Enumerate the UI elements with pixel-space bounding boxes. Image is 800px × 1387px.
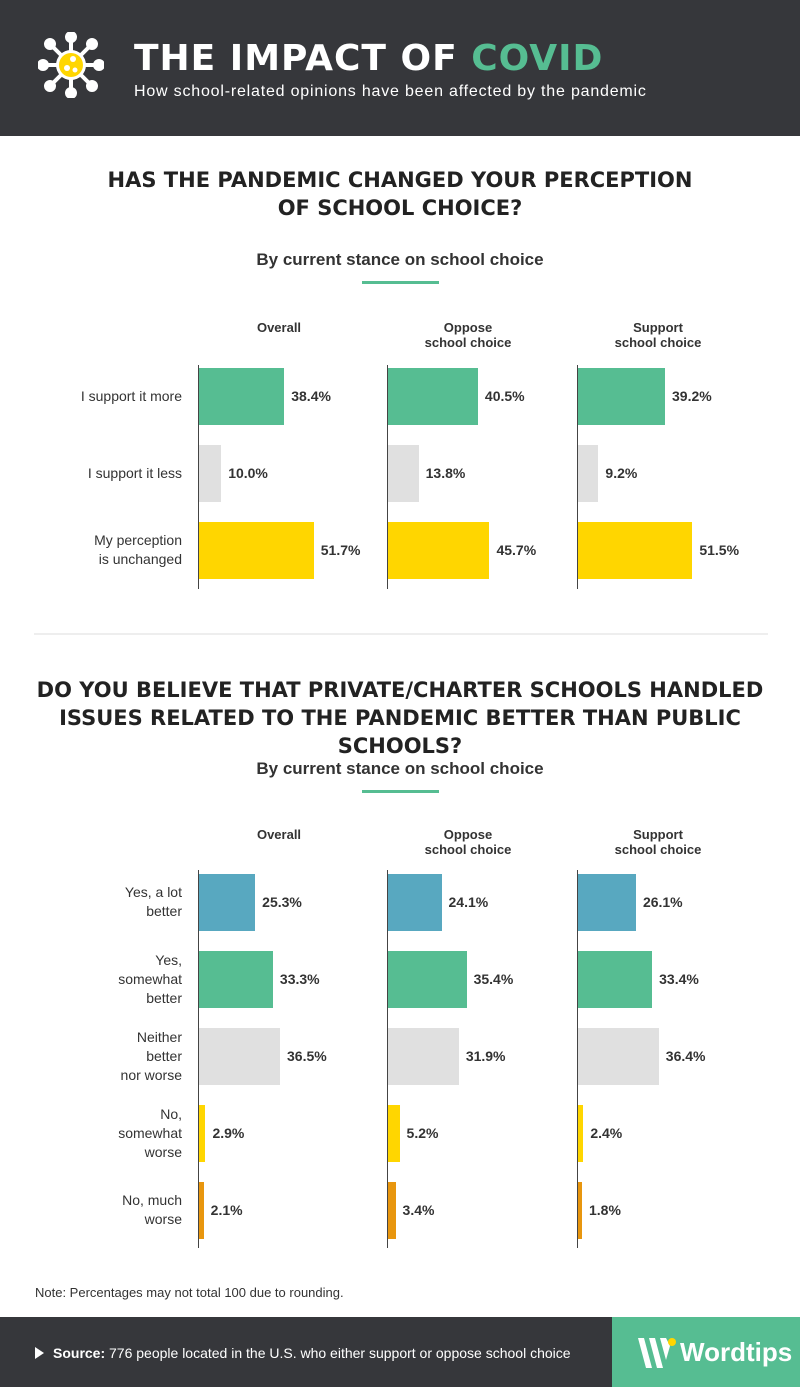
panel-header: Support school choice [614,827,702,857]
source-value: 776 people located in the U.S. who eithe… [105,1345,571,1361]
section-divider [34,633,768,635]
data-label: 9.2% [605,465,638,481]
panel-axis [577,365,578,589]
footer [0,1317,612,1387]
data-label: 26.1% [642,894,683,910]
data-label: 36.4% [665,1048,706,1064]
panel-axis [387,870,388,1248]
chart2-title: DO YOU BELIEVE THAT PRIVATE/CHARTER SCHO… [36,678,764,758]
data-label: 45.7% [496,542,537,558]
data-label: 33.3% [279,971,320,987]
category-label: No, much worse [122,1192,182,1227]
page-subtitle: How school-related opinions have been af… [134,83,647,100]
category-label: Neither better nor worse [120,1028,182,1083]
title-main: THE IMPACT OF [134,38,472,79]
data-label: 38.4% [291,388,331,404]
bar [578,951,653,1008]
data-label: 39.2% [672,388,712,404]
data-label: 2.9% [212,1125,245,1141]
data-label: 51.7% [320,542,361,558]
bar [199,522,314,579]
bar [578,445,599,502]
bar [388,445,419,502]
panel-axis [198,870,199,1248]
panel-axis [198,365,199,589]
data-label: 51.5% [699,542,740,558]
wordtips-logo[interactable]: Wordtips [612,1317,800,1387]
panel-axis [387,365,388,589]
bar [388,522,490,579]
data-label: 33.4% [659,971,699,987]
panel-header: Support school choice [614,320,702,350]
category-label: I support it less [87,464,182,481]
data-label: 31.9% [465,1048,506,1064]
play-icon [35,1347,44,1359]
title-highlight: COVID [471,38,604,79]
page-title: THE IMPACT OF COVID [134,38,603,79]
bar [199,445,222,502]
data-label: 3.4% [402,1202,435,1218]
bar [388,874,442,931]
category-label: Yes, somewhat better [118,951,182,1006]
panel-header: Oppose school choice [424,827,512,857]
bar [199,1105,206,1162]
bar [578,1182,582,1239]
bar [199,874,256,931]
category-label: No, somewhat worse [118,1105,182,1160]
panel-axis [577,870,578,1248]
source-label: Source: [53,1345,106,1361]
data-label: 24.1% [448,894,489,910]
chart1-subtitle: By current stance on school choice [256,250,544,269]
data-label: 36.5% [287,1048,327,1064]
panel-header: Overall [256,320,302,335]
data-label: 25.3% [262,894,302,910]
bar [388,1105,400,1162]
source-text: Source: 776 people located in the U.S. w… [35,1345,571,1361]
data-label: 2.4% [590,1125,623,1141]
bar [199,1182,204,1239]
bar [578,1105,584,1162]
chart1-title: HAS THE PANDEMIC CHANGED YOUR PERCEPTION… [107,168,693,220]
footnote: Note: Percentages may not total 100 due … [35,1285,344,1300]
bar [578,1028,659,1085]
data-label: 2.1% [210,1202,243,1218]
data-label: 35.4% [473,971,514,987]
chart2-underline [362,790,439,793]
bar [199,1028,281,1085]
wordtips-w-icon [638,1338,676,1368]
data-label: 13.8% [425,465,466,481]
bar [578,368,666,425]
data-label: 40.5% [484,388,525,404]
data-label: 5.2% [406,1125,439,1141]
bar [388,368,478,425]
category-label: Yes, a lot better [124,884,182,919]
bar [578,522,693,579]
category-label: I support it more [80,387,182,404]
bar [199,368,285,425]
header: THE IMPACT OF COVID How school-related o… [0,0,800,136]
chart1-underline [362,281,439,284]
bar [199,951,273,1008]
logo-text: Wordtips [680,1337,793,1367]
chart2-subtitle: By current stance on school choice [256,759,544,778]
bar [578,874,636,931]
category-label: My perception is unchanged [94,532,182,567]
bar [388,951,467,1008]
data-label: 10.0% [228,465,268,481]
panel-header: Overall [256,827,302,842]
panel-header: Oppose school choice [424,320,512,350]
data-label: 1.8% [589,1202,621,1218]
bar [388,1028,459,1085]
bar [388,1182,396,1239]
virus-icon [38,32,104,98]
